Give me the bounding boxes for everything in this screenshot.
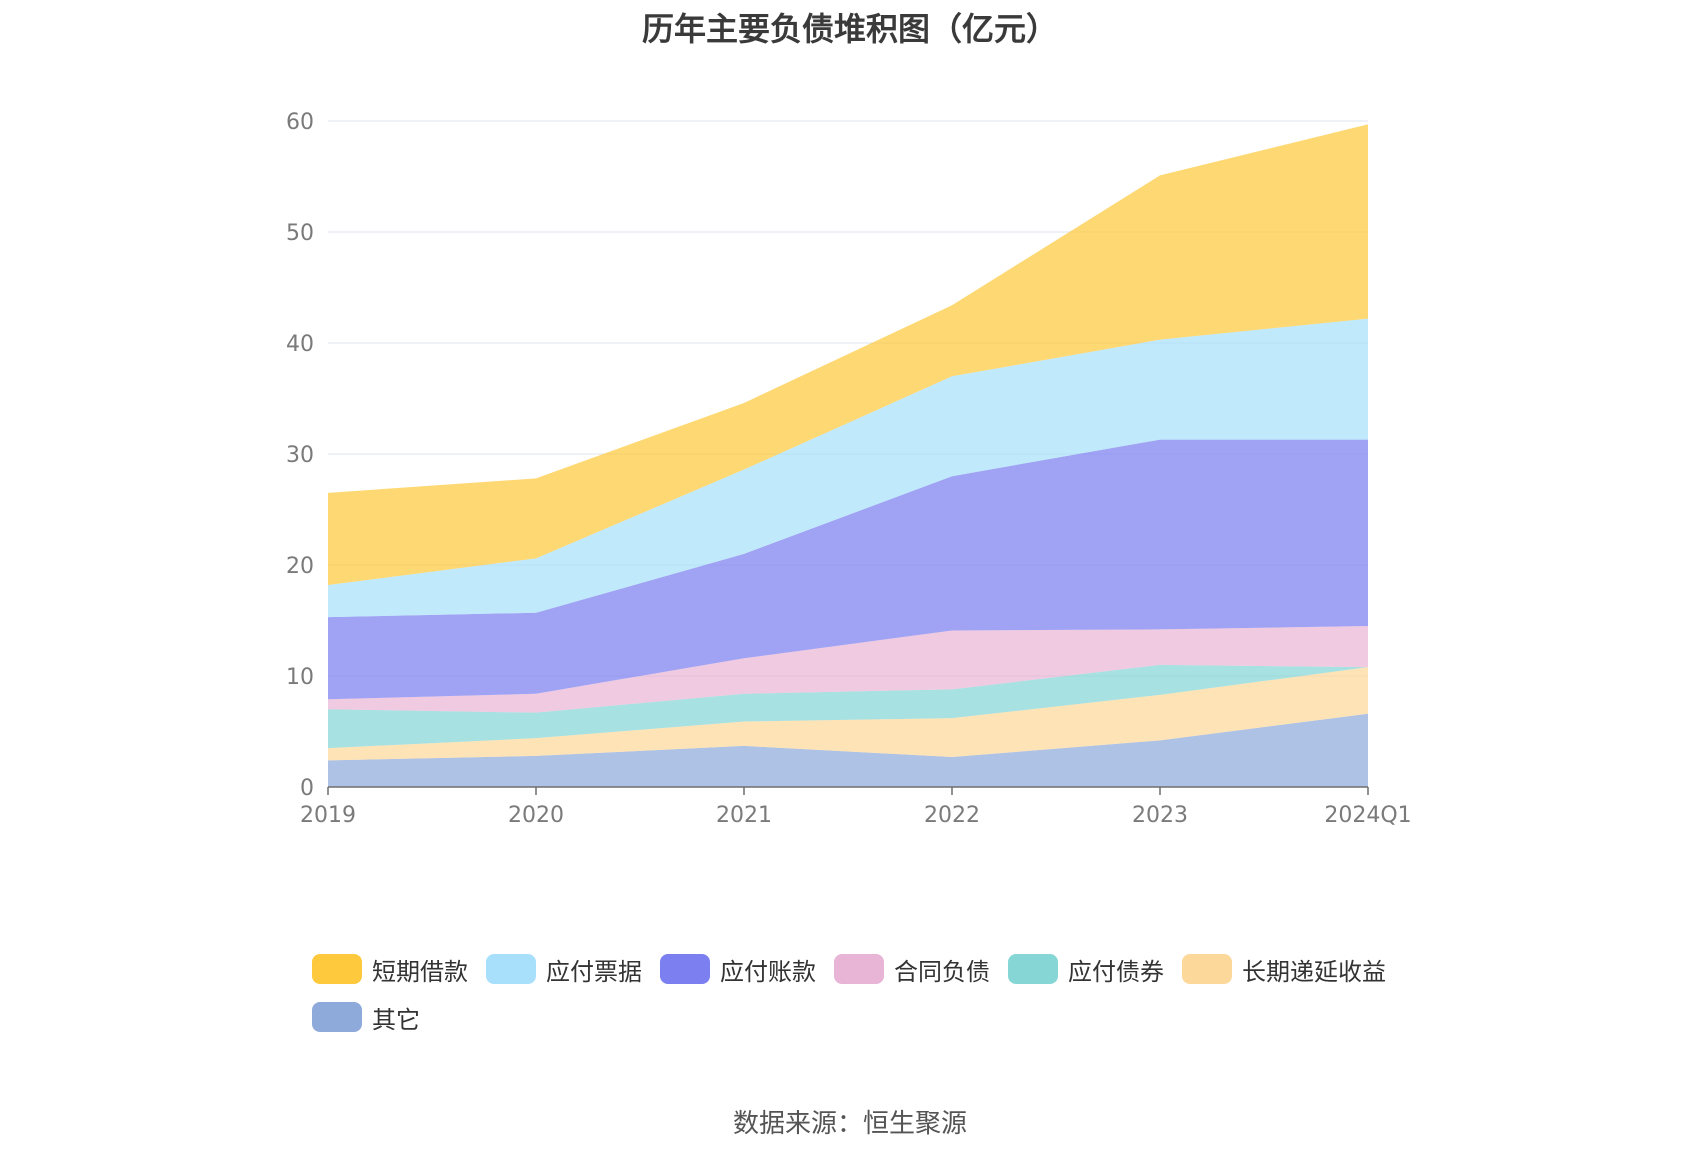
area-series-4[interactable] [328, 439, 1368, 700]
legend-label: 其它 [372, 1005, 420, 1034]
area-series-5[interactable] [328, 318, 1368, 618]
y-tick-label: 10 [286, 665, 314, 690]
area-series-1[interactable] [328, 667, 1368, 761]
legend-item[interactable]: 其它 [312, 1000, 420, 1034]
legend-label: 长期递延收益 [1242, 957, 1386, 986]
x-tick-label: 2022 [924, 803, 980, 828]
legend-item[interactable]: 短期借款 [312, 952, 468, 986]
y-tick-label: 60 [286, 110, 314, 135]
x-tick-label: 2021 [716, 803, 772, 828]
stacked-areas [328, 124, 1368, 787]
area-series-2[interactable] [328, 664, 1368, 749]
y-tick-label: 20 [286, 554, 314, 579]
legend-swatch [312, 1002, 362, 1032]
legend-swatch [834, 954, 884, 984]
legend-item[interactable]: 应付票据 [486, 952, 642, 986]
x-tick-label: 2023 [1132, 803, 1188, 828]
x-tick-label: 2019 [300, 803, 356, 828]
legend-item[interactable]: 应付账款 [660, 952, 816, 986]
legend-label: 应付账款 [720, 957, 816, 986]
legend-swatch [1182, 954, 1232, 984]
legend-label: 应付债券 [1068, 957, 1164, 986]
legend-swatch [312, 954, 362, 984]
y-tick-label: 40 [286, 332, 314, 357]
legend-label: 应付票据 [546, 957, 642, 986]
x-tick-label: 2024Q1 [1324, 803, 1411, 828]
legend-label: 短期借款 [372, 957, 468, 986]
legend-label: 合同负债 [894, 957, 990, 986]
x-tick-label: 2020 [508, 803, 564, 828]
legend-swatch [660, 954, 710, 984]
legend: 短期借款 应付票据 应付账款 合同负债 应付债券 长期递延收益其它 [312, 952, 1432, 1048]
legend-swatch [486, 954, 536, 984]
legend-item[interactable]: 合同负债 [834, 952, 990, 986]
area-series-3[interactable] [328, 626, 1368, 713]
legend-item[interactable]: 长期递延收益 [1182, 952, 1386, 986]
y-tick-label: 50 [286, 221, 314, 246]
source-note: 数据来源：恒生聚源 [732, 1109, 967, 1139]
area-series-0[interactable] [328, 713, 1368, 787]
area-series-6[interactable] [328, 124, 1368, 585]
y-tick-label: 30 [286, 443, 314, 468]
y-tick-label: 0 [300, 776, 314, 801]
legend-swatch [1008, 954, 1058, 984]
legend-item[interactable]: 应付债券 [1008, 952, 1164, 986]
chart-title: 历年主要负债堆积图（亿元） [641, 10, 1058, 48]
axes: 0 10 20 30 40 50 60 2019 2020 2021 2022 2023 2024Q1 [286, 110, 1412, 828]
